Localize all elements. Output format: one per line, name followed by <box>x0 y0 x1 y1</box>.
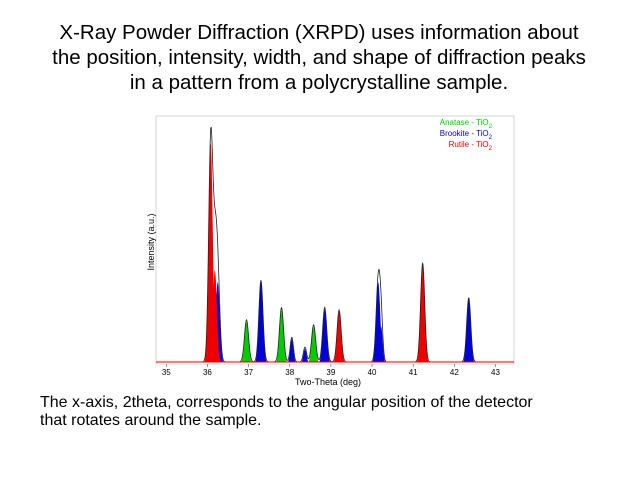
y-axis-label: Intensity (a.u.) <box>146 213 156 270</box>
x-tick-label: 40 <box>368 368 377 377</box>
x-axis-label: Two-Theta (deg) <box>295 377 361 387</box>
slide-caption: The x-axis, 2theta, corresponds to the a… <box>40 394 630 430</box>
x-tick-label: 35 <box>162 368 171 377</box>
legend-text: Rutile - TiO <box>449 140 489 149</box>
brookite-peak-7 <box>375 326 387 362</box>
brookite-peak-4 <box>299 349 311 362</box>
caption-line: The x-axis, 2theta, corresponds to the a… <box>40 394 533 411</box>
caption-line: that rotates around the sample. <box>40 412 262 429</box>
legend: Anatase - TiO2 Brookite - TiO2 Rutile - … <box>440 118 493 152</box>
x-tick-label: 36 <box>203 368 212 377</box>
legend-entry-rutile: Rutile - TiO2 <box>449 140 493 152</box>
brookite-peak-3 <box>286 339 298 362</box>
slide-title-line: X-Ray Powder Diffraction (XRPD) uses inf… <box>59 21 579 44</box>
legend-subscript: 2 <box>489 135 493 141</box>
slide-title-line: the position, intensity, width, and shap… <box>52 46 586 69</box>
legend-text: Brookite - TiO <box>440 129 489 138</box>
anatase-peak-1 <box>239 321 254 362</box>
anatase-peak-3 <box>307 326 321 362</box>
x-tick-label: 39 <box>326 368 335 377</box>
legend-subscript: 2 <box>489 146 493 152</box>
x-axis-ticks: 35 36 37 38 39 40 41 42 43 <box>162 364 500 377</box>
rutile-peak-2 <box>208 269 222 362</box>
x-tick-label: 41 <box>409 368 418 377</box>
x-tick-label: 43 <box>491 368 500 377</box>
x-tick-label: 38 <box>285 368 294 377</box>
legend-subscript: 2 <box>489 124 493 130</box>
x-tick-label: 37 <box>244 368 253 377</box>
legend-entry-anatase: Anatase - TiO2 <box>440 118 493 130</box>
rutile-peak-3 <box>332 311 346 362</box>
slide-title: X-Ray Powder Diffraction (XRPD) uses inf… <box>22 20 616 95</box>
xrpd-chart: 35 36 37 38 39 40 41 42 43 Intensity (a.u.) Two-… <box>146 115 515 387</box>
x-tick-label: 42 <box>450 368 459 377</box>
legend-entry-brookite: Brookite - TiO2 <box>440 129 493 141</box>
slide-title-line: in a pattern from a polycrystalline samp… <box>129 71 509 94</box>
legend-text: Anatase - TiO <box>440 118 489 127</box>
